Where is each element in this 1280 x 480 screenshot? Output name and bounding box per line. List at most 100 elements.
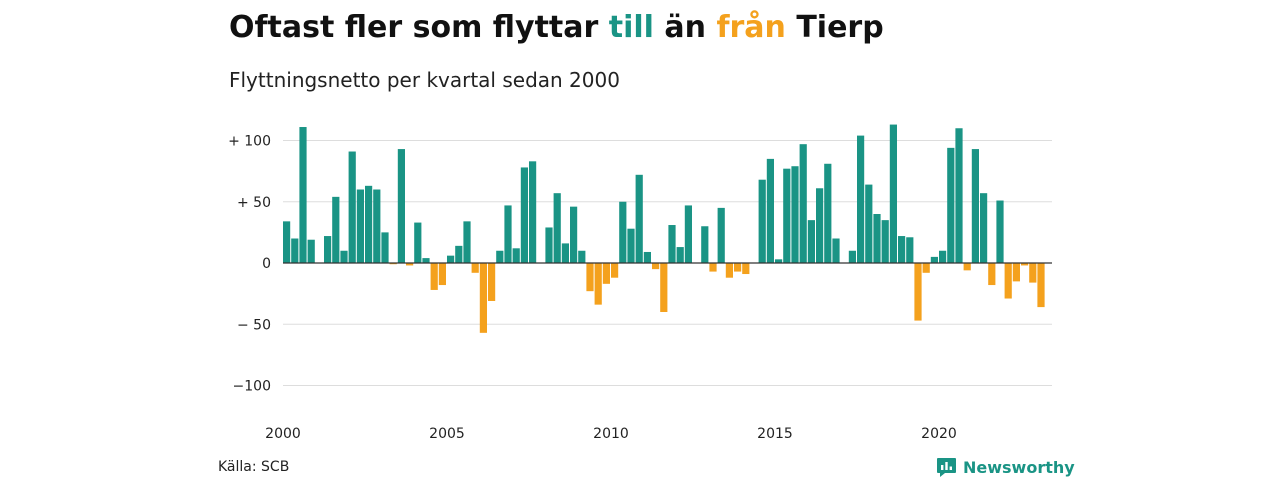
bar bbox=[906, 237, 914, 264]
bar bbox=[807, 220, 815, 264]
bar bbox=[422, 258, 430, 263]
bar bbox=[1021, 263, 1029, 266]
bar bbox=[799, 144, 807, 264]
brand-name: Newsworthy bbox=[963, 457, 1075, 477]
bar bbox=[676, 247, 684, 263]
bar bbox=[889, 124, 897, 263]
bar bbox=[602, 263, 610, 284]
bar bbox=[684, 205, 692, 264]
bar bbox=[766, 158, 774, 264]
x-axis-ticks: 2000 2005 2010 2015 2020 bbox=[265, 426, 957, 442]
y-tick-label: + 100 bbox=[228, 134, 271, 150]
bar bbox=[873, 214, 881, 263]
bar bbox=[496, 250, 504, 263]
bar bbox=[742, 263, 750, 275]
bar bbox=[758, 179, 766, 263]
title-word-out: från bbox=[716, 10, 786, 45]
bar bbox=[660, 263, 668, 312]
bar bbox=[701, 226, 709, 263]
bar bbox=[365, 185, 373, 263]
bar bbox=[520, 167, 528, 263]
bar bbox=[438, 263, 446, 286]
bar bbox=[971, 149, 979, 263]
bar bbox=[332, 196, 340, 263]
title-word-in: till bbox=[608, 10, 654, 45]
bar bbox=[512, 248, 520, 263]
bar bbox=[594, 263, 602, 305]
bar bbox=[1012, 263, 1020, 282]
bar bbox=[553, 193, 561, 264]
bar bbox=[668, 225, 676, 264]
bar bbox=[930, 256, 938, 264]
bar bbox=[611, 263, 619, 278]
bar bbox=[955, 128, 963, 263]
bar bbox=[529, 161, 537, 263]
bar bbox=[340, 250, 348, 263]
x-tick-label: 2010 bbox=[593, 426, 629, 442]
bar bbox=[1004, 263, 1012, 299]
bar bbox=[881, 220, 889, 264]
bar bbox=[479, 263, 487, 333]
title-middle: än bbox=[653, 10, 717, 45]
bar bbox=[939, 250, 947, 263]
source-note: Källa: SCB bbox=[218, 459, 290, 475]
bar bbox=[816, 188, 824, 263]
bar bbox=[488, 263, 496, 301]
brand-logo: Newsworthy bbox=[936, 455, 1075, 479]
bar bbox=[627, 228, 635, 263]
bar bbox=[455, 245, 463, 263]
bar bbox=[561, 243, 569, 263]
chart-title: Oftast fler som flyttar till än från Tie… bbox=[229, 8, 884, 48]
bar bbox=[348, 151, 356, 263]
bar bbox=[947, 147, 955, 263]
bar bbox=[635, 174, 643, 263]
bar bbox=[1037, 263, 1045, 308]
bar bbox=[922, 263, 930, 273]
bar bbox=[324, 236, 332, 263]
bar bbox=[356, 189, 364, 263]
bar bbox=[783, 168, 791, 264]
x-tick-label: 2020 bbox=[921, 426, 957, 442]
bar bbox=[865, 184, 873, 263]
bar bbox=[283, 221, 291, 263]
bar bbox=[578, 250, 586, 263]
bar bbox=[709, 263, 717, 272]
bar bbox=[643, 251, 651, 263]
bar bbox=[619, 201, 627, 263]
gridlines bbox=[283, 140, 1052, 386]
bar bbox=[980, 193, 988, 264]
bar bbox=[848, 250, 856, 263]
y-tick-label: + 50 bbox=[237, 195, 271, 211]
y-axis-ticks: + 100 + 50 0 − 50 −100 bbox=[228, 134, 271, 395]
bar bbox=[996, 200, 1004, 264]
y-tick-label: −100 bbox=[233, 379, 271, 395]
bar bbox=[307, 239, 315, 263]
bar bbox=[898, 236, 906, 263]
bar bbox=[414, 222, 422, 263]
bar bbox=[299, 127, 307, 264]
bar-chart: + 100 + 50 0 − 50 −100 2000 2005 2010 2015 2020 bbox=[228, 124, 1052, 442]
bars bbox=[283, 124, 1045, 333]
bar bbox=[963, 263, 971, 271]
bar bbox=[725, 263, 733, 278]
bar bbox=[504, 205, 512, 264]
bar bbox=[914, 263, 922, 321]
bar bbox=[824, 163, 832, 263]
bar bbox=[717, 207, 725, 264]
chart-subtitle: Flyttningsnetto per kvartal sedan 2000 bbox=[229, 68, 620, 92]
x-tick-label: 2015 bbox=[757, 426, 793, 442]
bar-chart-speech-bubble-icon bbox=[937, 457, 956, 477]
bar bbox=[291, 238, 299, 263]
bar bbox=[463, 221, 471, 263]
bar bbox=[791, 166, 799, 263]
bar bbox=[381, 232, 389, 264]
bar bbox=[1029, 263, 1037, 283]
title-prefix: Oftast fler som flyttar bbox=[229, 10, 609, 45]
title-suffix: Tierp bbox=[785, 10, 884, 45]
x-tick-label: 2005 bbox=[429, 426, 465, 442]
bar bbox=[586, 263, 594, 292]
bar bbox=[471, 263, 479, 273]
bar bbox=[397, 149, 405, 263]
bar bbox=[545, 227, 553, 263]
bar bbox=[775, 259, 783, 263]
